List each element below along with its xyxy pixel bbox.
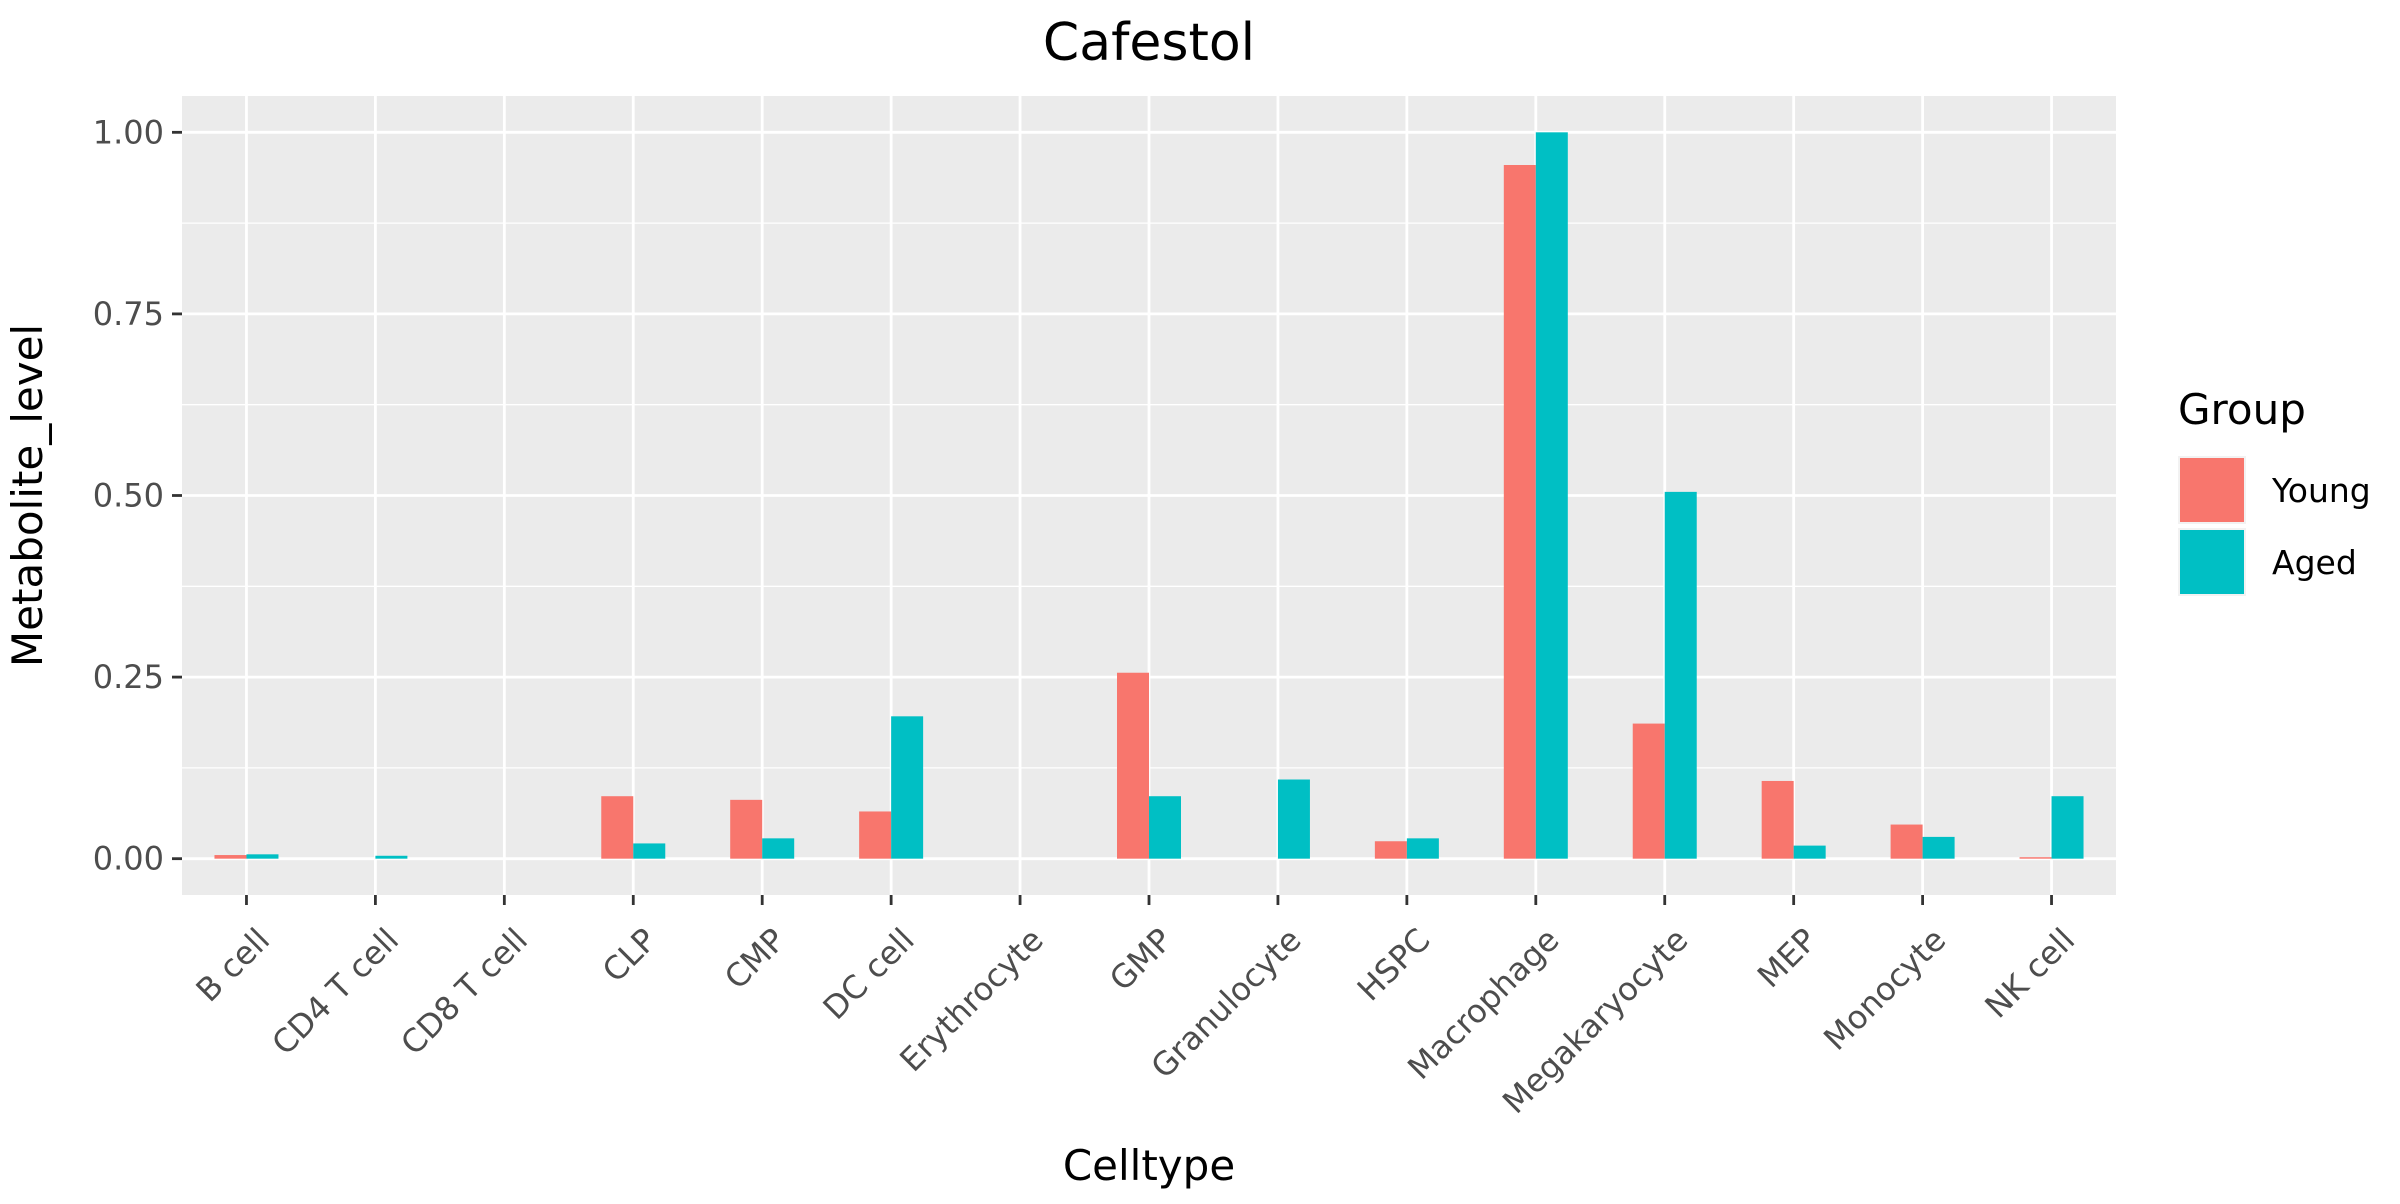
x-tick-label: B cell <box>189 921 278 1010</box>
legend: Group Young Aged <box>2178 385 2371 596</box>
bar-aged-macrophage <box>1535 132 1568 859</box>
y-tick-label: 1.00 <box>93 113 164 151</box>
y-tick-label: 0.75 <box>93 295 164 333</box>
bar-young-mep <box>1761 780 1794 859</box>
y-tick-label: 0.00 <box>93 840 164 878</box>
bar-young-hspc <box>1374 841 1407 859</box>
bar-aged-mep <box>1793 845 1826 859</box>
bar-young-megakaryocyte <box>1632 723 1665 859</box>
x-tick-label: NK cell <box>1977 921 2082 1026</box>
bar-young-monocyte <box>1890 824 1923 859</box>
bars <box>214 132 2084 859</box>
bar-aged-hspc <box>1406 838 1439 859</box>
x-tick-label: MEP <box>1750 921 1824 995</box>
bar-young-gmp <box>1117 672 1149 859</box>
y-tick-label: 0.50 <box>93 477 164 515</box>
legend-label-young: Young <box>2271 471 2371 510</box>
x-tick-label: DC cell <box>816 921 922 1027</box>
x-tick-label: CD4 T cell <box>264 921 406 1063</box>
y-axis-title: Metabolite_level <box>3 324 52 667</box>
legend-title: Group <box>2178 385 2306 434</box>
bar-aged-b-cell <box>246 854 279 859</box>
x-tick-label: CLP <box>595 921 664 990</box>
bar-young-dc-cell <box>859 811 892 859</box>
bar-aged-monocyte <box>1922 836 1955 859</box>
x-tick-label: HSPC <box>1350 921 1438 1009</box>
x-tick-label: CMP <box>717 921 793 997</box>
bar-aged-gmp <box>1149 796 1181 859</box>
x-tick-label: GMP <box>1102 921 1180 999</box>
bar-aged-cd4-t-cell <box>375 855 408 859</box>
bar-aged-nk-cell <box>2051 796 2084 859</box>
x-axis-title: Celltype <box>1063 1141 1235 1190</box>
x-tick-label: Monocyte <box>1816 921 1953 1058</box>
bar-young-b-cell <box>214 855 247 859</box>
bar-aged-megakaryocyte <box>1664 491 1697 859</box>
bar-young-nk-cell <box>2019 857 2052 859</box>
bar-young-cmp <box>730 799 763 859</box>
bar-young-macrophage <box>1503 165 1536 859</box>
bar-aged-dc-cell <box>891 716 924 859</box>
chart-title: Cafestol <box>1043 13 1255 73</box>
bar-aged-cmp <box>762 838 795 859</box>
legend-label-aged: Aged <box>2272 543 2357 582</box>
bar-aged-granulocyte <box>1277 779 1310 859</box>
legend-key-young <box>2180 458 2244 522</box>
x-tick-label: CD8 T cell <box>393 921 535 1063</box>
y-tick-label: 0.25 <box>93 658 164 696</box>
bar-young-clp <box>601 796 634 859</box>
bar-aged-clp <box>633 843 666 859</box>
legend-key-aged <box>2180 530 2244 594</box>
